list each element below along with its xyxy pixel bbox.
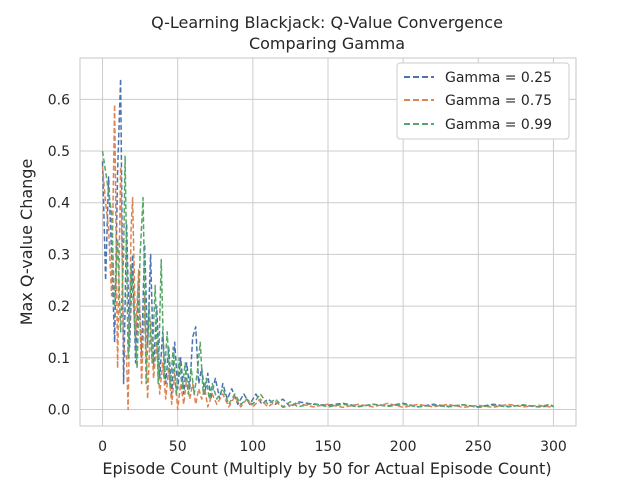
legend-label-gamma-025: Gamma = 0.25 — [445, 70, 552, 86]
legend: Gamma = 0.25 Gamma = 0.75 Gamma = 0.99 — [396, 62, 570, 140]
x-tick-labels: 0 50 100 150 200 250 300 — [98, 439, 567, 455]
y-tick-labels: 0.0 0.1 0.2 0.3 0.4 0.5 0.6 — [48, 92, 70, 418]
series-line-1 — [101, 103, 554, 411]
x-tick-label: 150 — [315, 439, 342, 455]
legend-box — [396, 62, 570, 140]
x-axis-label: Episode Count (Multiply by 50 for Actual… — [102, 459, 551, 478]
x-tick-label: 300 — [540, 439, 567, 455]
chart-title-line-1: Q-Learning Blackjack: Q-Value Convergenc… — [151, 13, 503, 32]
series-line-2 — [101, 150, 554, 409]
y-tick-label: 0.0 — [48, 402, 70, 418]
x-tick-label: 100 — [239, 439, 266, 455]
plot-frame — [79, 57, 577, 427]
y-tick-label: 0.3 — [48, 247, 70, 263]
legend-label-gamma-099: Gamma = 0.99 — [445, 117, 552, 133]
y-tick-label: 0.2 — [48, 299, 70, 315]
x-tick-label: 200 — [390, 439, 417, 455]
y-axis-label: Max Q-value Change — [17, 159, 36, 326]
series-lines — [101, 77, 554, 411]
y-tick-label: 0.5 — [48, 144, 70, 160]
chart-title-line-2: Comparing Gamma — [249, 34, 405, 53]
x-tick-label: 50 — [169, 439, 187, 455]
legend-label-gamma-075: Gamma = 0.75 — [445, 93, 552, 109]
y-tick-label: 0.6 — [48, 92, 70, 108]
x-tick-label: 0 — [98, 439, 107, 455]
y-tick-label: 0.1 — [48, 351, 70, 367]
x-tick-label: 250 — [465, 439, 492, 455]
y-tick-label: 0.4 — [48, 196, 70, 212]
